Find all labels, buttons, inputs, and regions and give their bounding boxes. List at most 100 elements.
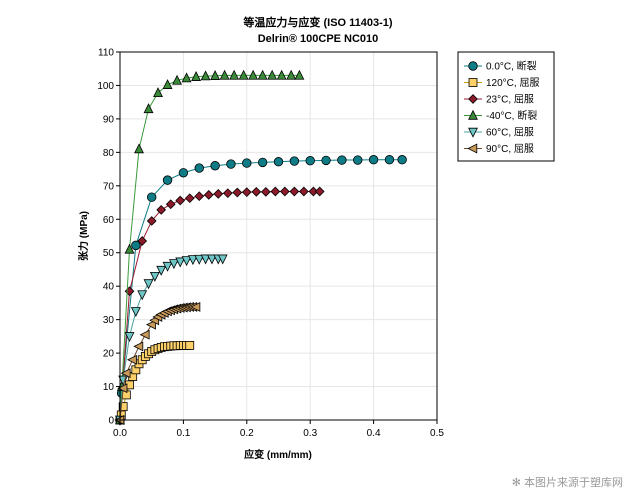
y-tick-label: 70: [103, 181, 115, 192]
x-tick-label: 0.4: [367, 428, 381, 439]
data-point: [194, 254, 205, 265]
series-line: [119, 191, 320, 421]
data-point: [185, 340, 195, 350]
data-point: [314, 186, 325, 197]
y-axis-label: 张力 (MPa): [77, 211, 90, 261]
x-tick-label: 0.5: [430, 428, 444, 439]
data-point: [143, 279, 154, 290]
data-point: [156, 265, 167, 276]
y-tick-label: 90: [103, 114, 115, 125]
y-tick-label: 10: [103, 382, 115, 393]
data-point: [187, 255, 198, 266]
legend: 0.0°C, 断裂 120°C, 屈服 23°C, 屈服 -40°C, 断裂 60°C,…: [457, 51, 555, 162]
data-point: [146, 319, 156, 330]
data-point: [139, 329, 150, 340]
data-point: [120, 368, 131, 379]
data-point: [130, 307, 141, 317]
series-2: [115, 340, 195, 425]
data-point: [229, 69, 240, 80]
data-point: [289, 186, 300, 197]
data-point: [241, 187, 252, 198]
series-line: [119, 258, 223, 421]
x-tick-label: 0.1: [176, 428, 190, 439]
data-point: [210, 161, 220, 171]
y-tick-label: 60: [103, 215, 115, 226]
data-point: [210, 70, 221, 80]
data-point: [270, 186, 281, 197]
data-point: [124, 243, 135, 254]
data-point: [124, 332, 135, 343]
data-point: [368, 155, 379, 165]
legend-marker: [468, 78, 478, 87]
data-point: [337, 155, 347, 165]
data-point: [286, 69, 297, 80]
data-point: [134, 143, 144, 154]
data-point: [248, 69, 259, 80]
x-tick-label: 0.3: [303, 428, 317, 439]
data-point: [162, 261, 173, 272]
legend-label: 0.0°C, 断裂: [486, 60, 537, 73]
data-point: [257, 69, 268, 80]
y-tick-label: 40: [103, 282, 115, 293]
y-tick-label: 30: [103, 315, 115, 326]
data-point: [181, 256, 192, 267]
data-point: [222, 188, 233, 199]
data-point: [133, 341, 144, 352]
data-point: [200, 70, 211, 81]
data-point: [384, 155, 395, 165]
data-point: [232, 187, 243, 198]
y-tick-label: 50: [103, 248, 115, 259]
y-tick-label: 20: [103, 349, 115, 360]
data-point: [149, 271, 160, 282]
series-line: [119, 74, 300, 421]
data-point: [276, 69, 287, 80]
data-point: [353, 155, 363, 165]
data-point: [397, 155, 407, 165]
x-tick-label: 0.2: [240, 428, 254, 439]
y-tick-label: 110: [98, 48, 114, 59]
x-tick-label: 0.0: [113, 428, 127, 439]
data-point: [156, 205, 167, 215]
x-axis-label: 应变 (mm/mm): [244, 448, 312, 461]
series-1: [115, 155, 407, 425]
chart-subtitle: Delrin® 100CPE NC010: [258, 33, 379, 45]
y-tick-label: 80: [103, 148, 115, 159]
plot-area: [119, 51, 438, 421]
legend-label: 90°C, 屈服: [486, 143, 534, 155]
data-point: [175, 195, 186, 206]
watermark: ✻ 本图片来源于塑库网: [512, 474, 623, 490]
data-point: [124, 286, 135, 297]
data-point: [267, 69, 278, 80]
data-point: [168, 259, 179, 270]
data-point: [206, 254, 217, 265]
data-point: [279, 186, 290, 197]
series-line: [119, 159, 403, 421]
data-point: [308, 186, 319, 197]
data-point: [194, 191, 205, 202]
series-3: [115, 186, 325, 425]
y-tick-label: 100: [97, 81, 114, 92]
series-4: [115, 69, 305, 425]
y-tick-label: 0: [108, 416, 114, 427]
axis-ticks: 0 10 20 30 40 50 60 70 80 90 100 110 0.0 0.1 0.2 0.3 0.4…: [97, 48, 444, 440]
data-point: [238, 69, 249, 80]
data-point: [178, 168, 189, 178]
data-point: [273, 157, 284, 167]
grid-lines: [119, 51, 438, 421]
data-point: [257, 157, 268, 168]
series-layer: [114, 69, 407, 426]
data-point: [162, 175, 173, 185]
data-point: [226, 159, 236, 169]
data-point: [126, 354, 137, 365]
data-point: [260, 186, 271, 197]
series-6: [114, 301, 201, 425]
data-point: [213, 188, 224, 199]
data-point: [184, 193, 195, 204]
data-point: [117, 383, 128, 394]
data-point: [143, 103, 154, 114]
data-point: [172, 74, 183, 85]
legend-marker: [467, 143, 478, 154]
data-point: [165, 199, 176, 210]
data-point: [191, 71, 202, 81]
